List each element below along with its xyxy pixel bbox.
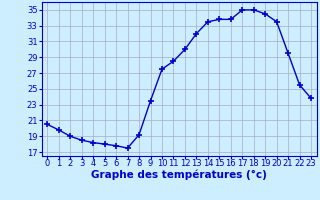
X-axis label: Graphe des températures (°c): Graphe des températures (°c)	[91, 169, 267, 180]
